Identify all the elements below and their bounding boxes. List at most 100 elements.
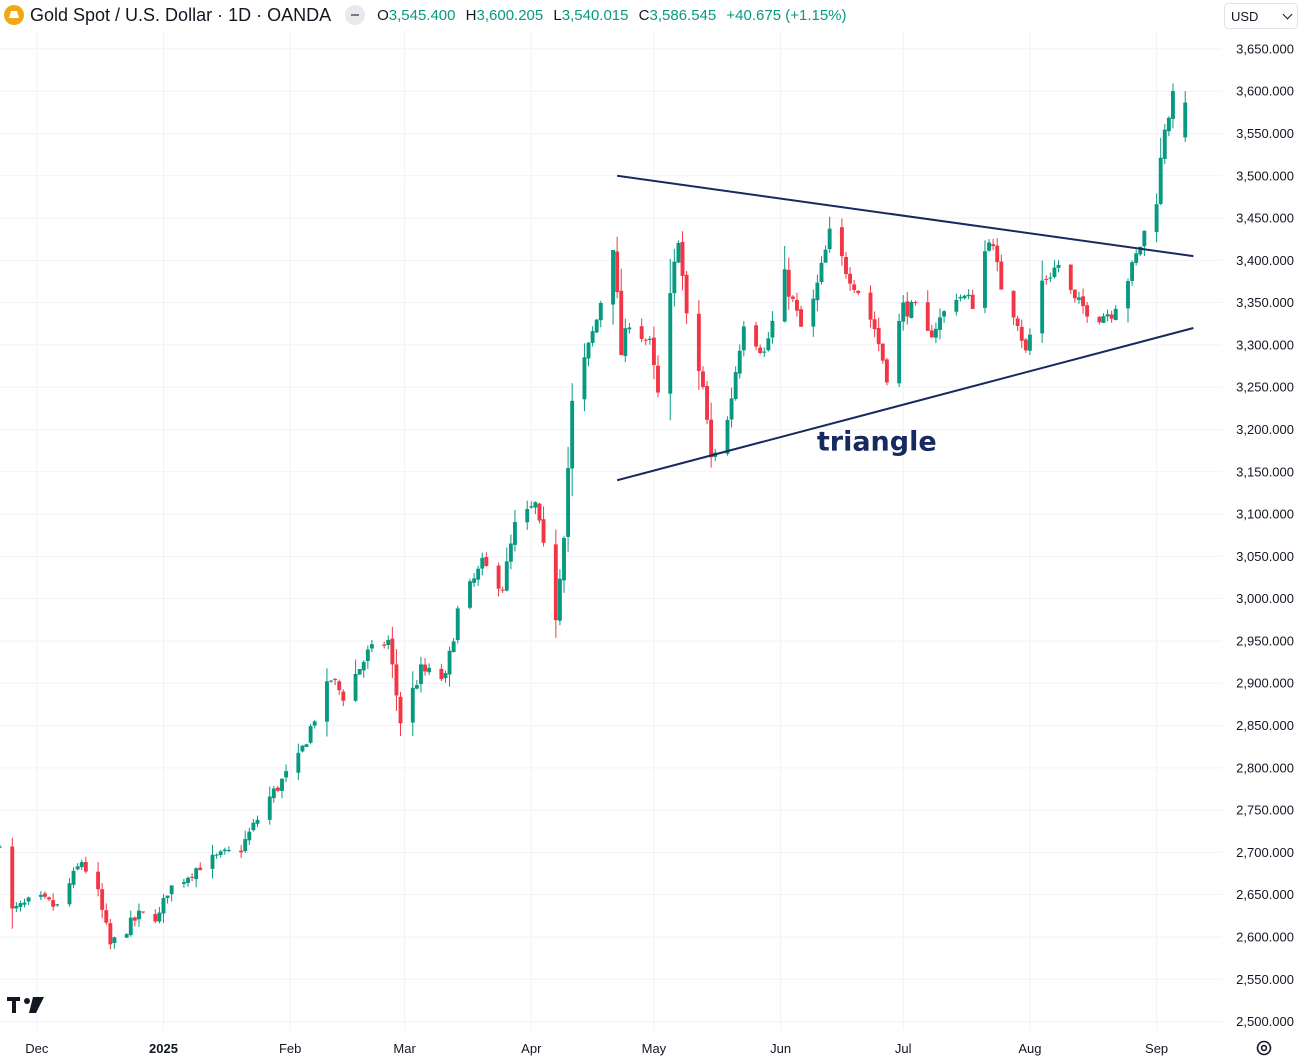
candle-body [496, 565, 501, 589]
currency-select[interactable]: USD [1224, 3, 1298, 29]
candle [427, 663, 432, 676]
candle [1105, 309, 1110, 322]
candle [970, 289, 975, 310]
candle-body [75, 866, 80, 870]
candle-body [390, 638, 395, 665]
candle [198, 862, 203, 871]
candle [987, 239, 991, 252]
trendlines [616, 174, 1194, 482]
candle [819, 256, 824, 285]
gear-icon[interactable] [1254, 1038, 1274, 1058]
candle-body [1011, 290, 1016, 318]
candle-body [1183, 102, 1188, 138]
candle-body [67, 883, 72, 905]
candle-body [325, 681, 329, 722]
candlestick-series [0, 83, 1188, 950]
candle-body [1085, 305, 1090, 317]
candle-body [284, 771, 289, 778]
candle-body [38, 894, 43, 897]
candle-body [239, 850, 244, 853]
candle-body [1134, 253, 1139, 263]
candle-body [758, 347, 763, 353]
candle [210, 844, 215, 879]
time-axis[interactable]: Dec 2025 Feb Mar Apr May Jun Jul Aug Sep [25, 1041, 1168, 1056]
candle-body [100, 889, 105, 910]
price-tick-label: 3,650.000 [1236, 41, 1294, 56]
price-tick-label: 2,550.000 [1236, 972, 1294, 987]
candle [369, 639, 374, 653]
price-axis[interactable]: 3,650.000 3,600.000 3,550.000 3,500.000 3,45… [1236, 41, 1294, 1029]
ohlc-close-value: 3,586.545 [649, 6, 717, 24]
candle [75, 863, 80, 871]
candle [958, 294, 963, 302]
candle-body [737, 350, 742, 374]
candle [496, 562, 501, 597]
candle-body [1081, 296, 1085, 307]
candle [815, 274, 820, 312]
price-tick-label: 3,450.000 [1236, 211, 1294, 226]
candle-body [300, 745, 305, 752]
currency-value: USD [1231, 8, 1259, 24]
candle [47, 896, 51, 902]
price-tick-label: 2,600.000 [1236, 929, 1294, 944]
candle-body [468, 581, 472, 608]
candle [508, 534, 513, 570]
time-tick-label: Apr [521, 1041, 542, 1056]
candle-body [872, 319, 877, 330]
candle-body [987, 242, 991, 251]
candle-body [108, 923, 113, 945]
candle [365, 645, 370, 669]
candle-body [999, 261, 1004, 290]
candle [186, 876, 190, 887]
time-tick-label: Feb [279, 1041, 301, 1056]
candle-body [525, 509, 530, 523]
candle [247, 827, 252, 845]
candle [909, 300, 914, 319]
candle [1109, 310, 1114, 323]
candle [451, 637, 456, 653]
candle-body [304, 744, 309, 747]
candle [104, 903, 109, 926]
candle-body [995, 245, 1000, 263]
candle-body [594, 319, 599, 333]
candle [214, 853, 219, 859]
candle [500, 586, 505, 594]
candle [472, 572, 477, 587]
candle-body [137, 910, 141, 920]
candle [325, 668, 329, 737]
candle [983, 240, 987, 314]
candle-body [1027, 334, 1032, 351]
candle-body [541, 519, 546, 543]
ohlc-change: +40.675 (+1.15%) [726, 6, 847, 24]
candle-body [255, 819, 260, 824]
collapse-icon[interactable] [345, 5, 366, 25]
candle [504, 547, 509, 592]
tradingview-logo-icon[interactable] [7, 994, 45, 1016]
candle [766, 331, 771, 352]
candle-body [169, 885, 174, 895]
symbol-title[interactable]: Gold Spot / U.S. Dollar · 1D · OANDA [30, 4, 332, 25]
candle [570, 383, 575, 497]
candle [239, 845, 244, 858]
candle [562, 536, 566, 593]
candle [1162, 124, 1167, 164]
candle [329, 680, 333, 683]
candle-body [161, 898, 166, 914]
time-tick-label: Jun [770, 1041, 791, 1056]
candle [51, 893, 56, 911]
candle-body [226, 850, 231, 852]
candle [754, 321, 759, 351]
candle [566, 446, 571, 552]
candle-body [79, 862, 84, 868]
candle [423, 658, 427, 676]
candle [962, 294, 967, 300]
candle [701, 366, 705, 390]
candle-body [562, 537, 566, 581]
candle [341, 689, 346, 707]
candle-body [811, 298, 816, 327]
candle-body [0, 846, 2, 848]
candle-body [647, 338, 652, 340]
candle [390, 626, 395, 679]
candle-body [643, 339, 648, 341]
